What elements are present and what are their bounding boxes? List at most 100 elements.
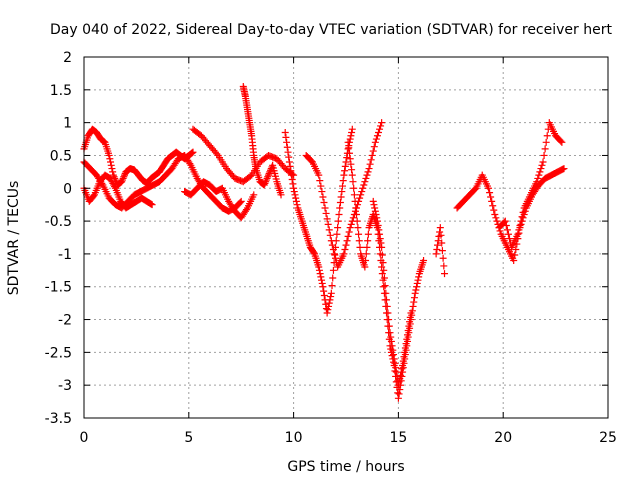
series-sat-e [181, 178, 258, 222]
data-point [367, 156, 375, 164]
data-marks [80, 83, 568, 402]
data-point [368, 151, 376, 159]
data-point [319, 193, 327, 201]
data-point [119, 174, 127, 182]
data-point [504, 230, 512, 238]
x-axis-label: GPS time / hours [287, 459, 404, 475]
data-point [557, 137, 565, 145]
data-point [372, 135, 380, 143]
data-point [317, 182, 325, 190]
data-point [432, 250, 440, 258]
data-point [292, 197, 300, 205]
data-point [502, 221, 510, 229]
data-point [370, 201, 378, 209]
data-point [284, 148, 292, 156]
data-point [533, 178, 541, 186]
data-point [358, 188, 366, 196]
data-point [118, 178, 126, 186]
data-point [121, 171, 129, 179]
data-point [348, 125, 356, 133]
data-point [106, 155, 114, 163]
data-point [492, 214, 500, 222]
data-point [345, 144, 353, 152]
data-point [336, 204, 344, 212]
data-point [329, 266, 337, 274]
data-point [378, 270, 386, 278]
data-point [343, 237, 351, 245]
data-point [373, 132, 381, 140]
data-point [322, 209, 330, 217]
data-point [285, 158, 293, 166]
data-point [401, 344, 409, 352]
data-point [414, 276, 422, 284]
data-point [316, 270, 324, 278]
data-point [347, 132, 355, 140]
data-point [377, 239, 385, 247]
data-point [404, 326, 412, 334]
data-point [319, 283, 327, 291]
data-point [326, 296, 334, 304]
data-point [315, 266, 323, 274]
data-point [323, 215, 331, 223]
data-point [268, 163, 276, 171]
series-sat-f [239, 83, 285, 199]
y-tick-label: 0 [63, 181, 72, 197]
data-point [517, 217, 525, 225]
data-point [383, 296, 391, 304]
data-point [349, 214, 357, 222]
data-point [286, 162, 294, 170]
data-point [379, 259, 387, 267]
data-point [329, 274, 337, 282]
data-point [315, 171, 323, 179]
data-point [371, 207, 379, 215]
data-point [539, 158, 547, 166]
series-sat-d [189, 125, 298, 186]
data-point [437, 231, 445, 239]
data-point [237, 197, 245, 205]
data-point [148, 201, 156, 209]
data-point [535, 171, 543, 179]
data-point [390, 358, 398, 366]
data-point [381, 282, 389, 290]
data-point [403, 331, 411, 339]
data-point [364, 230, 372, 238]
data-point [289, 180, 297, 188]
data-point [395, 378, 403, 386]
data-point [370, 143, 378, 151]
data-point [336, 198, 344, 206]
data-point [337, 193, 345, 201]
series-sat-m [495, 119, 566, 251]
data-point [360, 181, 368, 189]
data-point [440, 262, 448, 270]
data-point [399, 361, 407, 369]
data-point [108, 165, 116, 173]
data-point [327, 289, 335, 297]
data-point [396, 371, 404, 379]
data-point [371, 138, 379, 146]
data-point [107, 161, 115, 169]
data-point [354, 224, 362, 232]
data-point [327, 237, 335, 245]
data-point [362, 256, 370, 264]
data-point [120, 173, 128, 181]
data-point [439, 254, 447, 262]
data-point [341, 162, 349, 170]
data-point [413, 279, 421, 287]
data-point [364, 237, 372, 245]
data-point [344, 145, 352, 153]
data-point [352, 204, 360, 212]
series-sat-k [432, 224, 449, 278]
data-point [538, 161, 546, 169]
data-point [105, 151, 113, 159]
data-point [325, 226, 333, 234]
data-point [325, 299, 333, 307]
data-point [536, 168, 544, 176]
data-point [347, 160, 355, 168]
data-point [537, 165, 545, 173]
data-point [503, 226, 511, 234]
data-point [441, 270, 449, 278]
data-point [399, 357, 407, 365]
data-point [362, 174, 370, 182]
data-point [324, 306, 332, 314]
data-point [340, 171, 348, 179]
